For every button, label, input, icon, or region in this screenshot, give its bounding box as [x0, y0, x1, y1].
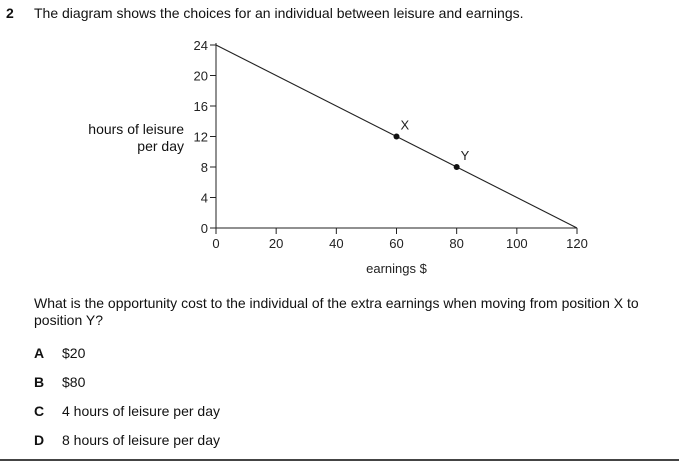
point-x-marker	[393, 133, 400, 140]
option-a-text: $20	[62, 345, 86, 361]
option-c-text: 4 hours of leisure per day	[62, 403, 220, 419]
option-c[interactable]: C 4 hours of leisure per day	[34, 403, 220, 419]
question-text: The diagram shows the choices for an ind…	[34, 5, 524, 21]
option-d-text: 8 hours of leisure per day	[62, 432, 220, 448]
point-y-label: Y	[461, 148, 470, 163]
x-tick-label: 120	[566, 236, 588, 251]
y-tick-label: 16	[194, 99, 208, 114]
x-tick-label: 80	[449, 236, 463, 251]
x-axis-label: earnings $	[366, 261, 427, 276]
x-tick-label: 0	[212, 236, 219, 251]
option-b[interactable]: B $80	[34, 374, 85, 390]
option-a-letter: A	[34, 345, 45, 361]
y-tick-label: 8	[201, 160, 208, 175]
y-axis-label-line2: per day	[137, 138, 184, 154]
option-b-letter: B	[34, 374, 45, 390]
point-x-label: X	[401, 118, 410, 133]
question-number: 2	[6, 5, 14, 21]
y-tick-label: 24	[194, 38, 208, 53]
option-a[interactable]: A $20	[34, 345, 85, 361]
x-tick-label: 60	[389, 236, 403, 251]
y-tick-label: 4	[201, 191, 208, 206]
bottom-divider	[0, 459, 679, 461]
x-tick-label: 20	[269, 236, 283, 251]
y-tick-label: 12	[194, 130, 208, 145]
option-d[interactable]: D 8 hours of leisure per day	[34, 432, 220, 448]
point-y-marker	[453, 164, 460, 170]
y-tick-label: 20	[194, 69, 208, 84]
question-prompt: What is the opportunity cost to the indi…	[34, 295, 639, 328]
x-tick-label: 100	[506, 236, 528, 251]
y-axis-label-line1: hours of leisure	[88, 121, 184, 137]
option-b-text: $80	[62, 374, 86, 390]
y-tick-label: 0	[201, 221, 208, 236]
y-axis-label: hours of leisure per day	[88, 121, 184, 155]
option-c-letter: C	[34, 403, 45, 419]
x-tick-label: 40	[329, 236, 343, 251]
option-d-letter: D	[34, 432, 45, 448]
